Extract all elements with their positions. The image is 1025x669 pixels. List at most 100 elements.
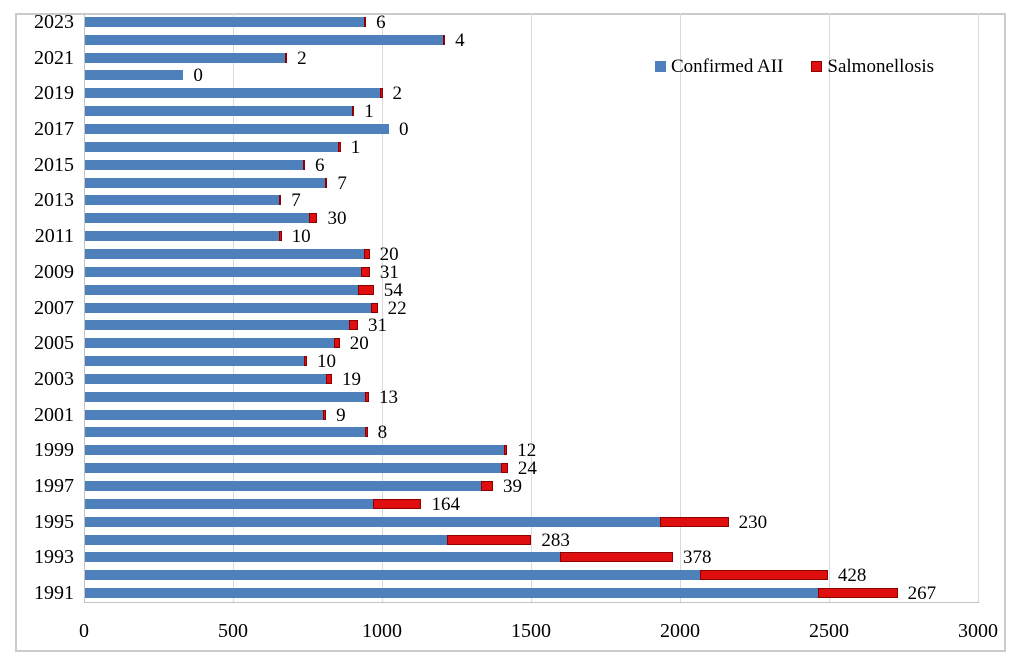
data-label-2013: 7 bbox=[291, 190, 301, 212]
bar-salmonellosis-segment-1996 bbox=[372, 498, 422, 509]
bar-salmonellosis-segment-2021 bbox=[284, 52, 288, 63]
data-label-2020: 0 bbox=[193, 65, 203, 87]
data-label-2009: 31 bbox=[379, 261, 399, 283]
legend-swatch-red-icon bbox=[811, 61, 823, 72]
bar-salmonellosis-segment-1999 bbox=[503, 445, 508, 456]
bar-confirmed-segment-2012 bbox=[85, 213, 309, 224]
bar-salmonellosis-segment-1994 bbox=[447, 534, 532, 545]
y-axis-tick-label-2015: 2015 bbox=[34, 153, 74, 176]
legend-label-salmonellosis: Salmonellosis bbox=[827, 56, 935, 77]
bar-confirmed-segment-2008 bbox=[85, 284, 358, 295]
data-label-2018: 1 bbox=[364, 101, 374, 123]
bar-salmonellosis-segment-2019 bbox=[380, 88, 383, 99]
bar-confirmed-segment-1997 bbox=[85, 480, 482, 491]
y-axis-tick-label-1997: 1997 bbox=[34, 474, 74, 497]
y-axis-tick-label-1999: 1999 bbox=[34, 439, 74, 462]
data-label-1997: 39 bbox=[502, 475, 522, 497]
bar-salmonellosis-segment-2016 bbox=[338, 141, 341, 152]
y-axis-tick-label-2011: 2011 bbox=[34, 225, 74, 248]
legend-item-salmonellosis: Salmonellosis bbox=[811, 57, 934, 76]
bar-salmonellosis-segment-2000 bbox=[365, 427, 368, 438]
chart-outer-border bbox=[15, 13, 1006, 652]
bar-confirmed-segment-1998 bbox=[85, 463, 501, 474]
y-axis-tick-label-2019: 2019 bbox=[34, 82, 74, 105]
data-label-2005: 20 bbox=[349, 333, 369, 355]
bar-confirmed-segment-1991 bbox=[85, 588, 819, 599]
bar-salmonellosis-segment-2008 bbox=[357, 284, 374, 295]
x-axis-tick-label: 3000 bbox=[958, 620, 998, 642]
y-axis-tick-label-2017: 2017 bbox=[34, 118, 74, 140]
y-axis-tick-label-2003: 2003 bbox=[34, 367, 74, 390]
y-axis-tick-label-2009: 2009 bbox=[34, 260, 74, 283]
data-label-2019: 2 bbox=[392, 83, 403, 105]
gridline-1500 bbox=[531, 13, 532, 602]
y-axis-tick-label-1995: 1995 bbox=[34, 510, 74, 533]
x-axis-tick-label: 2000 bbox=[660, 620, 700, 642]
x-axis-tick-label: 500 bbox=[218, 620, 248, 642]
bar-salmonellosis-segment-1997 bbox=[481, 480, 493, 491]
x-axis-tick-label: 1500 bbox=[511, 620, 551, 642]
bar-salmonellosis-segment-2013 bbox=[278, 195, 282, 206]
data-label-1995: 230 bbox=[738, 511, 768, 533]
legend-label-confirmed-aii: Confirmed AII bbox=[671, 56, 784, 77]
y-axis-tick-label-2001: 2001 bbox=[34, 403, 74, 426]
data-label-1996: 164 bbox=[431, 493, 460, 515]
bar-salmonellosis-segment-2010 bbox=[363, 248, 370, 259]
bar-confirmed-segment-2004 bbox=[85, 356, 305, 367]
gridline-2000 bbox=[680, 13, 681, 602]
y-axis-tick-label-2005: 2005 bbox=[34, 332, 74, 355]
bar-confirmed-segment-1999 bbox=[85, 445, 504, 456]
x-axis-tick-label: 1000 bbox=[362, 620, 402, 642]
y-axis-tick-label-2013: 2013 bbox=[34, 189, 74, 212]
data-label-2003: 19 bbox=[342, 368, 362, 390]
legend-item-confirmed-aii: Confirmed AII bbox=[655, 57, 783, 76]
bar-salmonellosis-segment-1998 bbox=[500, 463, 508, 474]
y-axis-tick-label-1991: 1991 bbox=[34, 582, 74, 605]
bar-confirmed-segment-2010 bbox=[85, 248, 364, 259]
bar-confirmed-segment-2020 bbox=[85, 70, 184, 81]
data-label-2010: 20 bbox=[379, 243, 399, 265]
bar-confirmed-segment-1996 bbox=[85, 498, 373, 509]
data-label-2006: 31 bbox=[367, 315, 387, 337]
bar-confirmed-segment-2003 bbox=[85, 373, 327, 384]
gridline-3000 bbox=[978, 13, 979, 602]
bar-confirmed-segment-2002 bbox=[85, 391, 366, 402]
y-axis-tick-label-2021: 2021 bbox=[34, 46, 74, 69]
data-label-2021: 2 bbox=[297, 47, 307, 69]
bar-salmonellosis-segment-1992 bbox=[700, 570, 828, 581]
gridline-1000 bbox=[382, 13, 383, 602]
data-label-2015: 6 bbox=[315, 154, 325, 176]
bar-confirmed-segment-1993 bbox=[85, 552, 561, 563]
data-label-1991: 267 bbox=[907, 583, 937, 605]
data-label-2022: 4 bbox=[455, 29, 465, 51]
data-label-2008: 54 bbox=[383, 279, 403, 301]
bar-confirmed-segment-2023 bbox=[85, 16, 364, 27]
data-label-2011: 10 bbox=[291, 226, 311, 248]
bar-salmonellosis-segment-2006 bbox=[348, 320, 358, 331]
bar-salmonellosis-segment-2022 bbox=[442, 34, 446, 45]
data-label-1998: 24 bbox=[517, 458, 537, 480]
bar-salmonellosis-segment-2009 bbox=[360, 266, 370, 277]
bar-confirmed-segment-2017 bbox=[85, 124, 389, 134]
bar-salmonellosis-segment-2007 bbox=[371, 302, 378, 313]
bar-confirmed-segment-2009 bbox=[85, 266, 361, 277]
legend: Confirmed AII Salmonellosis bbox=[655, 57, 934, 76]
bar-confirmed-segment-1992 bbox=[85, 570, 701, 581]
data-label-2002: 13 bbox=[378, 386, 398, 408]
data-label-2012: 30 bbox=[327, 208, 347, 230]
data-label-2004: 10 bbox=[317, 351, 336, 373]
data-label-1992: 428 bbox=[837, 565, 867, 587]
bar-confirmed-segment-2011 bbox=[85, 231, 279, 242]
data-label-1994: 283 bbox=[541, 529, 570, 551]
data-label-2014: 7 bbox=[337, 172, 347, 194]
bar-confirmed-segment-2006 bbox=[85, 320, 349, 331]
bar-salmonellosis-segment-2015 bbox=[302, 159, 306, 170]
bar-confirmed-segment-2005 bbox=[85, 338, 334, 349]
data-label-1993: 378 bbox=[682, 547, 712, 569]
bar-salmonellosis-segment-2001 bbox=[323, 409, 327, 420]
bar-confirmed-segment-2015 bbox=[85, 159, 303, 170]
bar-confirmed-segment-2014 bbox=[85, 177, 325, 188]
data-label-2007: 22 bbox=[387, 297, 407, 319]
bar-salmonellosis-segment-1995 bbox=[660, 516, 729, 527]
